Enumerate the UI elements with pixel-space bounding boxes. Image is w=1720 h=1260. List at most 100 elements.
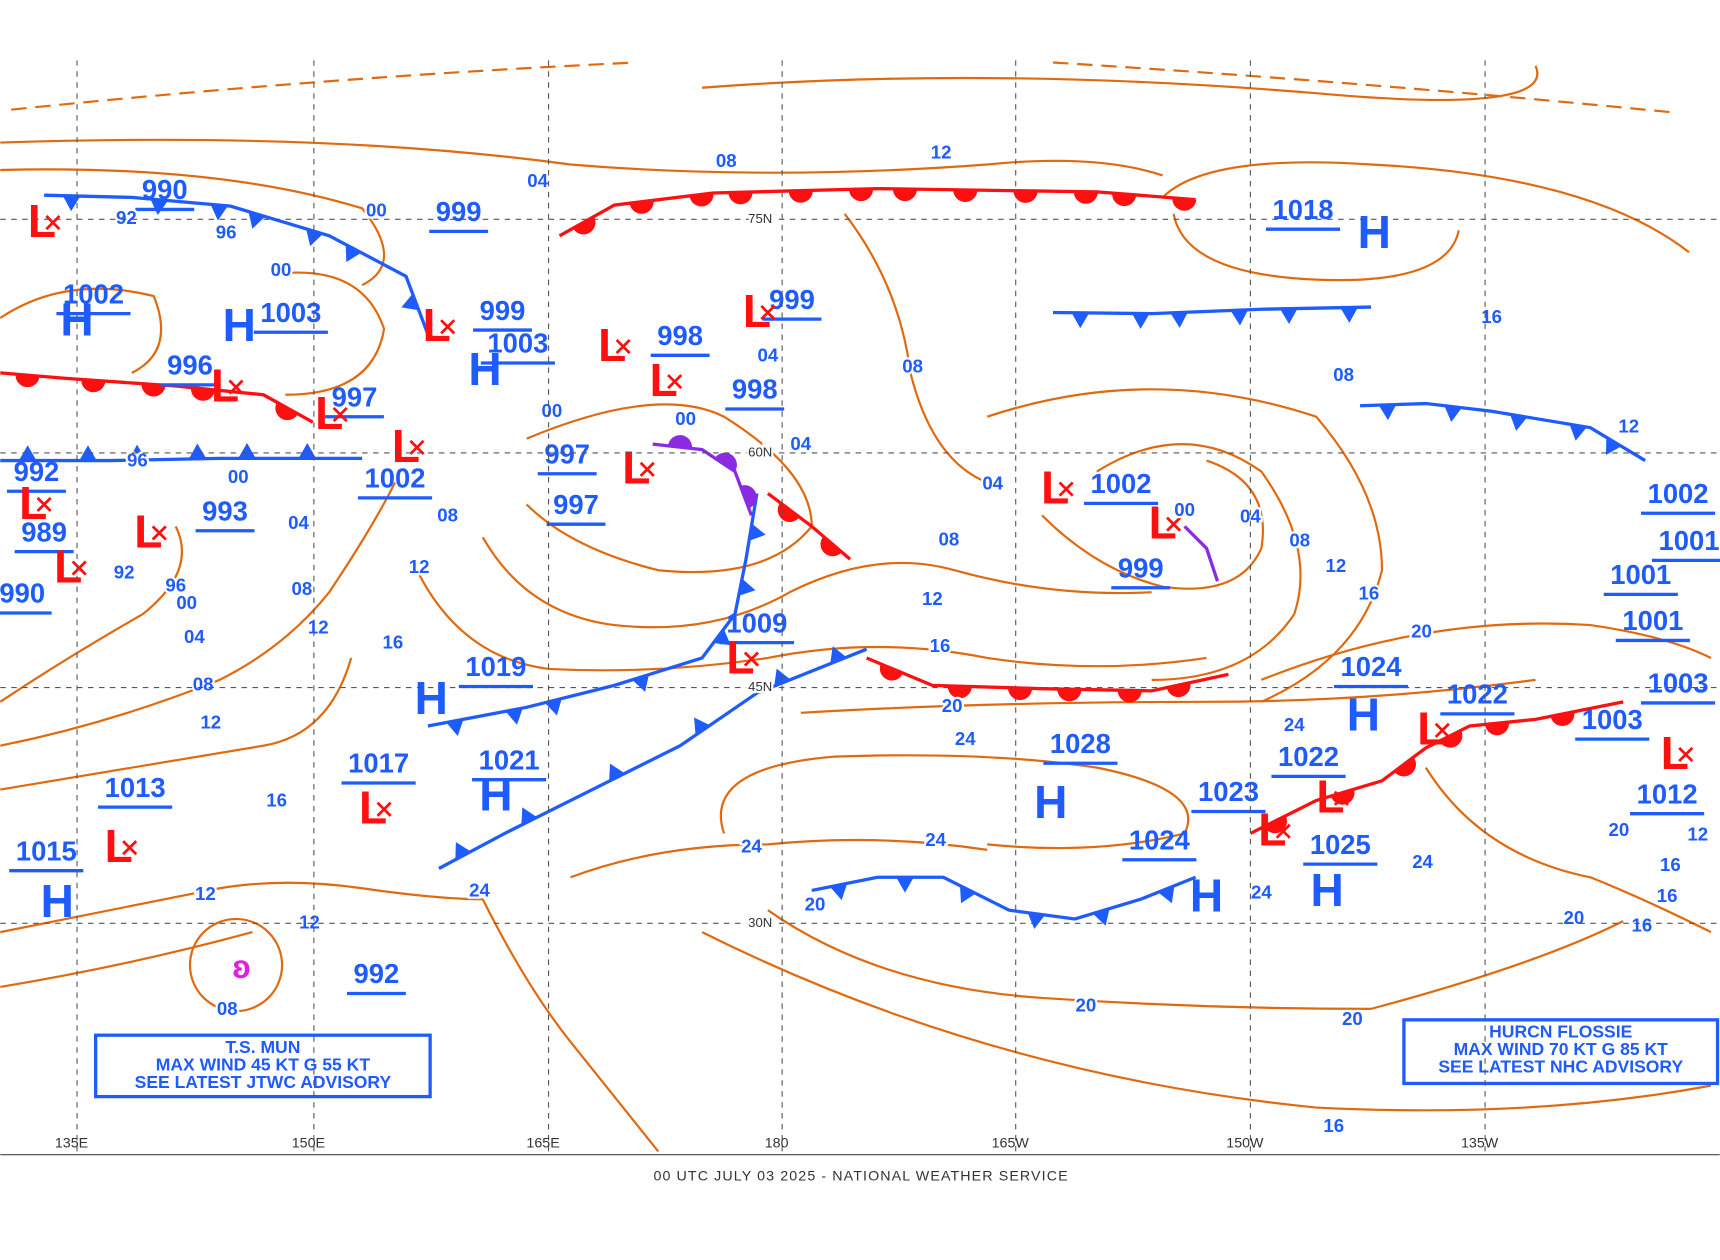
isobar-label: 16 (1632, 915, 1653, 936)
front-semicircle (1013, 190, 1038, 203)
front-line (558, 186, 1196, 238)
front-semicircle (728, 191, 753, 205)
front-line (438, 647, 868, 870)
front-triangle (455, 842, 471, 860)
isobar-label: 12 (922, 588, 943, 609)
isobar-label: 04 (790, 433, 811, 454)
pressure-value: 997 (553, 489, 599, 520)
pressure-value: 999 (480, 295, 526, 326)
front-semicircle (668, 435, 693, 449)
isobar-label: 00 (271, 259, 292, 280)
pressure-value: 1002 (63, 278, 124, 309)
front-semicircle (892, 188, 918, 202)
isobar-label: 08 (1289, 530, 1310, 551)
isobar-label: 20 (805, 894, 826, 915)
front-semicircle (953, 189, 978, 202)
front-semicircle (190, 387, 215, 401)
front-semicircle (1073, 191, 1098, 204)
low-cross (409, 439, 425, 455)
pressure-value: 999 (1118, 552, 1164, 583)
isobar-label: 16 (382, 632, 403, 653)
front-triangle (1170, 312, 1188, 328)
isobar-label: 08 (938, 529, 959, 550)
advisory-box (1402, 1018, 1720, 1086)
front-triangle (1444, 405, 1462, 422)
low-cross (332, 406, 348, 423)
isobar-label: 04 (758, 344, 779, 365)
isobar-label: 00 (176, 592, 197, 613)
longitude-label: 180 (765, 1136, 789, 1152)
isobar-label: 20 (942, 695, 963, 716)
pressure-value: 1003 (1582, 704, 1643, 735)
pressure-value: 1001 (1659, 525, 1720, 556)
front-triangle (150, 199, 168, 216)
low-cross (1166, 516, 1182, 532)
high-center: H (41, 875, 74, 927)
front-triangle (306, 228, 323, 247)
front-semicircle (740, 485, 757, 509)
advisory-box (94, 1033, 432, 1099)
advisory-text: MAX WIND 45 KT G 55 KT (156, 1055, 371, 1075)
isobar-label: 24 (925, 829, 946, 850)
front-semicircle (572, 216, 596, 235)
isobar-label: 16 (1323, 1115, 1344, 1136)
isobar-label: 24 (1284, 714, 1305, 735)
isobar-label: 96 (216, 221, 237, 242)
advisory-text: SEE LATEST JTWC ADVISORY (135, 1072, 392, 1092)
isobar-label: 92 (114, 561, 135, 582)
pressure-value: 1019 (465, 651, 526, 682)
isobar-label: 20 (1608, 819, 1629, 840)
pressure-value: 1015 (16, 835, 77, 866)
isobar-label: 12 (200, 712, 221, 733)
isobar-label: 96 (165, 575, 186, 596)
isobar-label: 12 (1326, 555, 1347, 576)
isobar-label: 20 (1411, 621, 1432, 642)
pressure-value: 1002 (365, 463, 426, 494)
isobar-label: 12 (409, 556, 430, 577)
front-semicircle (820, 536, 842, 557)
pressure-value: 992 (14, 456, 60, 487)
low-cross (228, 379, 244, 395)
isobar-label: 04 (527, 170, 548, 191)
pressure-value: 1001 (1622, 605, 1683, 636)
front-triangle (1569, 424, 1587, 441)
front-triangle (544, 698, 562, 716)
front-triangle (298, 443, 317, 459)
pressure-value: 1018 (1273, 194, 1334, 225)
pressure-value: 1021 (479, 744, 540, 775)
front-semicircle (689, 192, 714, 207)
low-cross (639, 461, 655, 477)
isobar-label: 16 (1481, 306, 1502, 327)
low-cross (1678, 746, 1694, 763)
front-semicircle (788, 190, 813, 203)
pressure-value: 1001 (1610, 559, 1671, 590)
high-center: H (1311, 864, 1344, 916)
pressure-value: 1024 (1341, 651, 1403, 682)
advisory-text: T.S. MUN (225, 1037, 300, 1057)
latitude-label: 45N (748, 679, 772, 694)
pressure-value: 990 (0, 578, 45, 609)
latitude-label: 75N (748, 211, 772, 226)
front-semicircle (1112, 193, 1137, 207)
pressure-value: 1003 (1648, 668, 1709, 699)
high-center: H (223, 299, 256, 351)
front-triangle (632, 674, 649, 692)
front-semicircle (81, 379, 106, 393)
longitude-label: 135E (55, 1136, 88, 1152)
front-semicircle (714, 452, 737, 472)
front-semicircle (629, 200, 654, 214)
pressure-value: 1002 (1091, 468, 1152, 499)
pressure-value: 1009 (726, 607, 787, 638)
isobar-label: 12 (195, 883, 216, 904)
isobar-label: 16 (266, 790, 287, 811)
front-triangle (1071, 312, 1090, 329)
front-semicircle (1550, 711, 1575, 727)
advisory-text: HURCN FLOSSIE (1489, 1022, 1632, 1042)
longitude-label: 150E (292, 1136, 325, 1152)
isobar-label: 12 (1687, 824, 1708, 845)
pressure-value: 1028 (1050, 728, 1111, 759)
isobar-label: 20 (1564, 907, 1585, 928)
isobar-label: 08 (1333, 364, 1354, 385)
pressure-value: 992 (354, 958, 400, 989)
